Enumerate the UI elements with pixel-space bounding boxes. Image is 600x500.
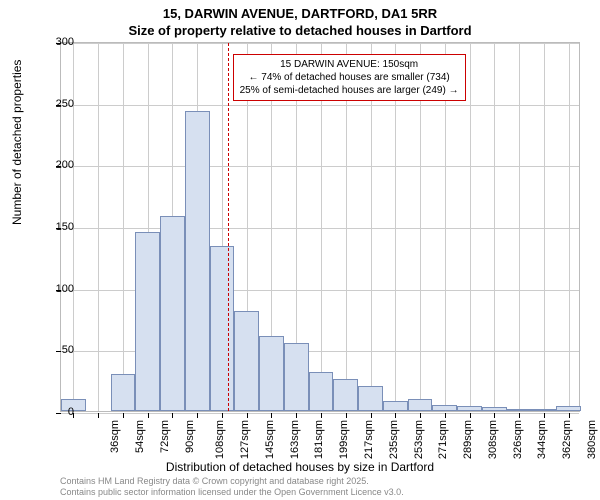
histogram-bar — [185, 111, 210, 411]
annotation-line: 25% of semi-detached houses are larger (… — [240, 84, 459, 97]
x-tick-label: 163sqm — [289, 420, 301, 459]
histogram-bar — [432, 405, 457, 411]
x-tick-mark — [470, 413, 471, 418]
histogram-bar — [309, 372, 334, 411]
histogram-bar — [210, 246, 235, 411]
x-tick-mark — [148, 413, 149, 418]
gridline-horizontal — [61, 228, 579, 229]
gridline-horizontal — [61, 413, 579, 414]
annotation-box: 15 DARWIN AVENUE: 150sqm← 74% of detache… — [233, 54, 466, 101]
footer-line-1: Contains HM Land Registry data © Crown c… — [60, 476, 404, 487]
x-tick-mark — [519, 413, 520, 418]
x-axis-title: Distribution of detached houses by size … — [0, 460, 600, 474]
x-tick-label: 36sqm — [109, 420, 121, 453]
x-tick-mark — [296, 413, 297, 418]
page-subtitle: Size of property relative to detached ho… — [0, 23, 600, 38]
x-tick-label: 127sqm — [239, 420, 251, 459]
gridline-vertical — [544, 43, 545, 411]
x-tick-mark — [247, 413, 248, 418]
histogram-bar — [135, 232, 160, 411]
x-tick-mark — [420, 413, 421, 418]
histogram-bar — [259, 336, 284, 411]
gridline-vertical — [569, 43, 570, 411]
histogram-bar — [234, 311, 259, 411]
histogram-bar — [160, 216, 185, 411]
x-tick-mark — [172, 413, 173, 418]
x-tick-label: 235sqm — [388, 420, 400, 459]
x-tick-mark — [544, 413, 545, 418]
histogram-bar — [383, 401, 408, 411]
gridline-vertical — [494, 43, 495, 411]
x-tick-label: 344sqm — [536, 420, 548, 459]
histogram-bar — [507, 409, 532, 411]
histogram-bar — [111, 374, 136, 411]
histogram-bar — [457, 406, 482, 411]
plot-area: 15 DARWIN AVENUE: 150sqm← 74% of detache… — [60, 42, 580, 412]
x-tick-mark — [197, 413, 198, 418]
x-tick-label: 362sqm — [561, 420, 573, 459]
y-axis-title: Number of detached properties — [10, 60, 24, 225]
x-tick-mark — [222, 413, 223, 418]
annotation-line: ← 74% of detached houses are smaller (73… — [240, 71, 459, 84]
chart-container: 15 DARWIN AVENUE: 150sqm← 74% of detache… — [60, 42, 580, 412]
histogram-bar — [556, 406, 581, 411]
footer-attribution: Contains HM Land Registry data © Crown c… — [60, 476, 404, 498]
gridline-vertical — [519, 43, 520, 411]
y-tick-label: 250 — [34, 98, 74, 110]
annotation-line: 15 DARWIN AVENUE: 150sqm — [240, 58, 459, 71]
footer-line-2: Contains public sector information licen… — [60, 487, 404, 498]
x-tick-mark — [494, 413, 495, 418]
x-tick-mark — [123, 413, 124, 418]
y-tick-label: 0 — [34, 406, 74, 418]
x-tick-mark — [321, 413, 322, 418]
y-tick-label: 300 — [34, 36, 74, 48]
histogram-bar — [333, 379, 358, 411]
y-tick-label: 100 — [34, 283, 74, 295]
x-tick-label: 108sqm — [215, 420, 227, 459]
gridline-vertical — [98, 43, 99, 411]
gridline-vertical — [470, 43, 471, 411]
x-tick-label: 380sqm — [586, 420, 598, 459]
x-tick-mark — [395, 413, 396, 418]
x-tick-mark — [569, 413, 570, 418]
y-tick-label: 50 — [34, 344, 74, 356]
x-tick-label: 199sqm — [338, 420, 350, 459]
histogram-bar — [482, 407, 507, 411]
x-tick-label: 289sqm — [462, 420, 474, 459]
gridline-horizontal — [61, 43, 579, 44]
reference-line — [228, 43, 229, 411]
x-tick-label: 253sqm — [413, 420, 425, 459]
x-tick-mark — [98, 413, 99, 418]
x-tick-mark — [371, 413, 372, 418]
x-tick-label: 271sqm — [437, 420, 449, 459]
x-tick-label: 308sqm — [487, 420, 499, 459]
x-tick-label: 72sqm — [159, 420, 171, 453]
x-tick-mark — [445, 413, 446, 418]
x-tick-label: 145sqm — [264, 420, 276, 459]
histogram-bar — [358, 386, 383, 411]
gridline-vertical — [123, 43, 124, 411]
gridline-horizontal — [61, 105, 579, 106]
x-tick-label: 54sqm — [134, 420, 146, 453]
x-tick-label: 326sqm — [512, 420, 524, 459]
x-tick-label: 217sqm — [363, 420, 375, 459]
y-tick-label: 150 — [34, 221, 74, 233]
gridline-horizontal — [61, 166, 579, 167]
histogram-bar — [284, 343, 309, 411]
page-title: 15, DARWIN AVENUE, DARTFORD, DA1 5RR — [0, 6, 600, 21]
histogram-bar — [408, 399, 433, 411]
x-tick-label: 181sqm — [314, 420, 326, 459]
x-tick-mark — [271, 413, 272, 418]
x-tick-label: 90sqm — [184, 420, 196, 453]
x-tick-mark — [346, 413, 347, 418]
histogram-bar — [531, 409, 556, 411]
y-tick-label: 200 — [34, 159, 74, 171]
